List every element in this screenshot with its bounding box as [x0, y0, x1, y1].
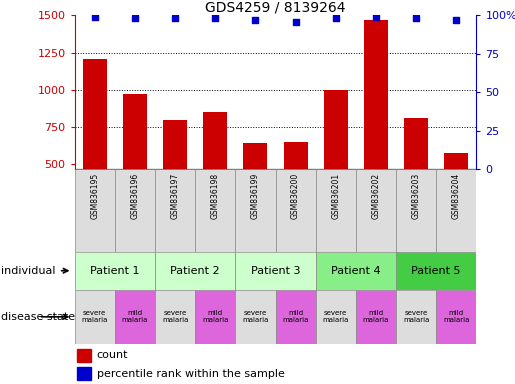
Text: severe
malaria: severe malaria [403, 310, 430, 323]
Point [291, 18, 300, 25]
Bar [396, 290, 436, 344]
Text: count: count [97, 350, 128, 360]
Bar [284, 142, 307, 239]
Text: Patient 4: Patient 4 [331, 266, 381, 276]
Bar [115, 169, 155, 252]
Text: GSM836199: GSM836199 [251, 173, 260, 219]
Text: severe
malaria: severe malaria [162, 310, 188, 323]
Bar [436, 290, 476, 344]
Point [91, 14, 99, 20]
Bar [436, 169, 476, 252]
Text: severe
malaria: severe malaria [242, 310, 269, 323]
Bar [356, 290, 396, 344]
Text: GSM836201: GSM836201 [331, 173, 340, 219]
Bar [123, 94, 147, 239]
Bar [163, 120, 187, 239]
Bar [195, 290, 235, 344]
Bar [316, 252, 396, 290]
Bar [115, 290, 155, 344]
Bar [83, 59, 107, 239]
Bar [316, 169, 356, 252]
Bar [356, 169, 396, 252]
Text: GSM836203: GSM836203 [411, 173, 421, 219]
Bar [77, 367, 91, 380]
Text: GSM836200: GSM836200 [291, 173, 300, 219]
Text: GSM836197: GSM836197 [170, 173, 180, 219]
Bar [364, 20, 388, 239]
Point [211, 15, 219, 22]
Text: mild
malaria: mild malaria [282, 310, 309, 323]
Bar [244, 143, 267, 239]
Bar [203, 112, 227, 239]
Point [452, 17, 460, 23]
Text: GSM836195: GSM836195 [90, 173, 99, 219]
Bar [316, 290, 356, 344]
Text: percentile rank within the sample: percentile rank within the sample [97, 369, 285, 379]
Bar [75, 169, 115, 252]
Point [131, 15, 139, 22]
Text: GSM836204: GSM836204 [452, 173, 461, 219]
Text: disease state: disease state [2, 312, 76, 322]
Bar [444, 152, 468, 239]
Bar [276, 290, 316, 344]
Bar [396, 169, 436, 252]
Text: severe
malaria: severe malaria [322, 310, 349, 323]
Text: severe
malaria: severe malaria [81, 310, 108, 323]
Bar [404, 118, 428, 239]
Text: GSM836202: GSM836202 [371, 173, 381, 219]
Point [372, 14, 380, 20]
Bar [77, 349, 91, 362]
Text: GSM836198: GSM836198 [211, 173, 220, 219]
Text: Patient 5: Patient 5 [411, 266, 461, 276]
Bar [155, 290, 195, 344]
Text: individual: individual [2, 266, 68, 276]
Point [412, 15, 420, 22]
Bar [235, 290, 276, 344]
Bar [324, 90, 348, 239]
Point [251, 17, 260, 23]
Point [171, 15, 179, 22]
Text: GSM836196: GSM836196 [130, 173, 140, 219]
Text: Patient 2: Patient 2 [170, 266, 220, 276]
Bar [195, 169, 235, 252]
Text: mild
malaria: mild malaria [122, 310, 148, 323]
Text: mild
malaria: mild malaria [443, 310, 470, 323]
Bar [235, 252, 316, 290]
Bar [235, 169, 276, 252]
Text: mild
malaria: mild malaria [202, 310, 229, 323]
Text: mild
malaria: mild malaria [363, 310, 389, 323]
Bar [75, 290, 115, 344]
Bar [155, 252, 235, 290]
Bar [276, 169, 316, 252]
Bar [155, 169, 195, 252]
Text: Patient 1: Patient 1 [90, 266, 140, 276]
Title: GDS4259 / 8139264: GDS4259 / 8139264 [205, 0, 346, 14]
Text: Patient 3: Patient 3 [251, 266, 300, 276]
Bar [75, 252, 155, 290]
Bar [396, 252, 476, 290]
Point [332, 15, 340, 22]
